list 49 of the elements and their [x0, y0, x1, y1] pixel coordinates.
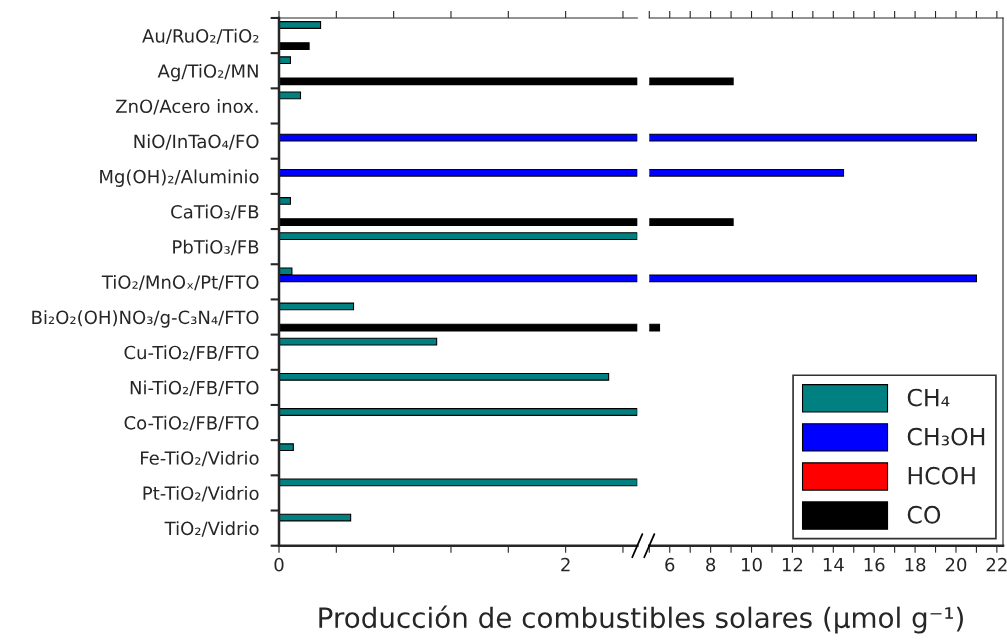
bar	[279, 168, 638, 177]
legend-label: CH₃OH	[907, 427, 985, 446]
bar	[279, 337, 438, 346]
bar	[279, 372, 610, 381]
bar	[279, 513, 352, 522]
x-tick-label: 6	[665, 557, 675, 572]
bar	[279, 302, 355, 311]
y-tick-label: TiO₂/MnOₓ/Pt/FTO	[101, 274, 259, 291]
y-tick-label: Mg(OH)₂/Aluminio	[100, 169, 259, 187]
x-tick-label: 2	[561, 557, 570, 572]
x-tick-label: 20	[945, 557, 967, 572]
y-tick-label: Pt-TiO₂/Vidrio	[143, 486, 259, 502]
bar	[279, 197, 292, 205]
x-tick-label: 10	[742, 557, 762, 572]
bar	[279, 133, 638, 142]
x-tick-label: 8	[706, 557, 716, 572]
bar	[279, 42, 310, 51]
bar	[279, 21, 322, 29]
y-tick-label: PbTiO₃/FB	[173, 239, 259, 256]
bar	[279, 408, 638, 416]
x-tick-label: 12	[782, 557, 803, 572]
x-tick-label: 22	[986, 557, 1007, 572]
legend-label: CH₄	[907, 388, 950, 407]
bar	[279, 218, 638, 226]
y-tick-label: Ag/TiO₂/MN	[157, 63, 258, 82]
bar	[279, 323, 638, 332]
bar	[279, 232, 638, 240]
y-tick-label: Fe-TiO₂/Vidrio	[141, 450, 259, 467]
x-tick-label: 0	[274, 557, 284, 572]
x-tick-label: 18	[905, 557, 926, 572]
y-tick-label: Bi₂O₂(OH)NO₃/g-C₃N₄/FTO	[32, 310, 259, 328]
y-tick-label: Au/RuO₂/TiO₂	[142, 28, 259, 45]
y-tick-label: Cu-TiO₂/FB/FTO	[124, 345, 259, 361]
x-tick-label: 16	[864, 557, 885, 572]
bar	[279, 56, 292, 65]
y-tick-label: CaTiO₃/FB	[171, 204, 259, 221]
x-tick-label: 14	[823, 558, 844, 572]
y-tick-label: Ni-TiO₂/FB/FTO	[130, 380, 259, 396]
y-tick-label: TiO₂/Vidrio	[164, 521, 259, 537]
y-tick-label: Co-TiO₂/FB/FTO	[124, 415, 259, 432]
y-tick-label: ZnO/Acero inox.	[116, 99, 258, 115]
legend-label: HCOH	[908, 466, 975, 485]
bar	[279, 478, 638, 487]
bar	[279, 77, 638, 86]
y-tick-label: NiO/InTaO₄/FO	[134, 134, 259, 150]
legend-label: CO	[907, 505, 941, 524]
x-axis-title: Producción de combustibles solares (μmol g⁻¹)	[319, 605, 963, 634]
bar	[279, 91, 302, 100]
bar	[279, 443, 294, 452]
